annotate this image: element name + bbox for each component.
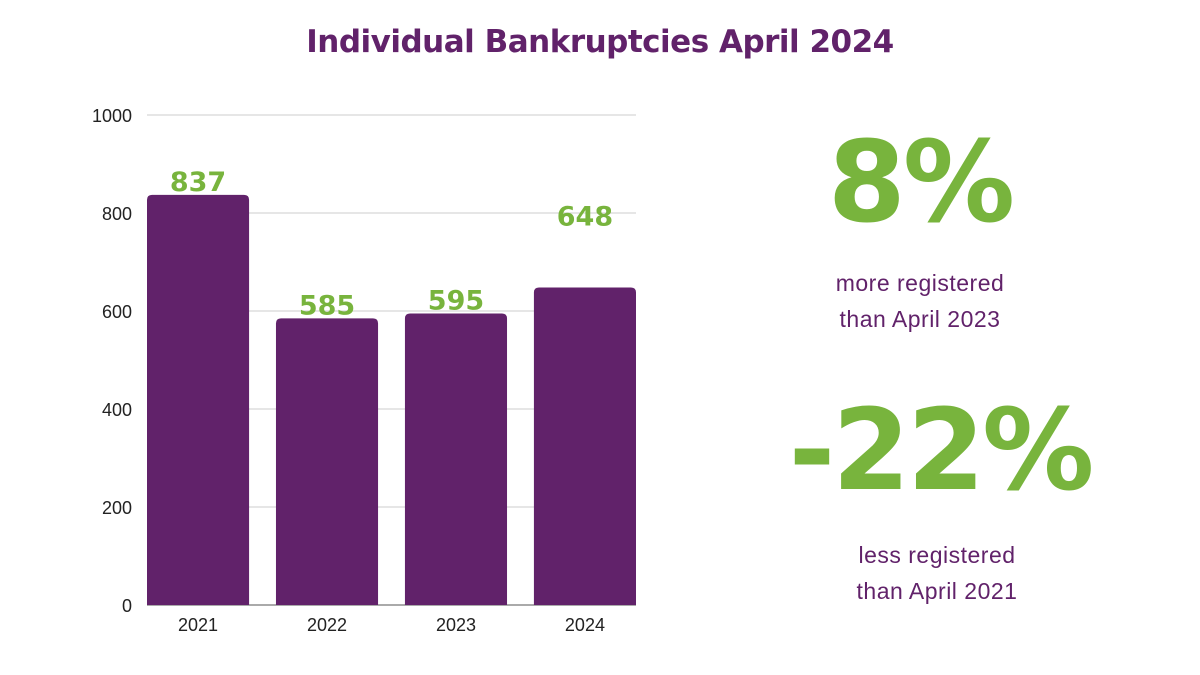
data-label-2023: 595 — [428, 285, 484, 316]
bar-2022 — [275, 318, 379, 605]
y-tick-label-400: 400 — [102, 400, 132, 420]
y-tick-label-1000: 1000 — [92, 106, 132, 126]
x-tick-label-2022: 2022 — [307, 615, 347, 635]
data-label-2024: 648 — [557, 201, 613, 232]
chart-title: Individual Bankruptcies April 2024 — [306, 24, 894, 60]
y-tick-label-200: 200 — [102, 498, 132, 518]
data-label-2022: 585 — [299, 290, 355, 321]
data-label-2021: 837 — [170, 167, 226, 198]
bar-2024 — [533, 287, 636, 605]
y-tick-label-0: 0 — [122, 596, 132, 616]
stat-value-decrease: -22% — [788, 386, 1095, 516]
stat-caption-decrease-line2: than April 2021 — [856, 578, 1018, 604]
y-tick-label-800: 800 — [102, 204, 132, 224]
x-tick-label-2024: 2024 — [565, 615, 605, 635]
stat-caption-decrease-line1: less registered — [858, 542, 1016, 568]
x-tick-label-2021: 2021 — [178, 615, 218, 635]
stat-caption-increase-line2: than April 2023 — [839, 306, 1001, 332]
y-tick-label-600: 600 — [102, 302, 132, 322]
stat-caption-increase-line1: more registered — [835, 270, 1005, 296]
bar-2023 — [404, 313, 508, 605]
bar-2021 — [147, 194, 250, 605]
stat-value-increase: 8% — [827, 118, 1015, 248]
x-tick-label-2023: 2023 — [436, 615, 476, 635]
